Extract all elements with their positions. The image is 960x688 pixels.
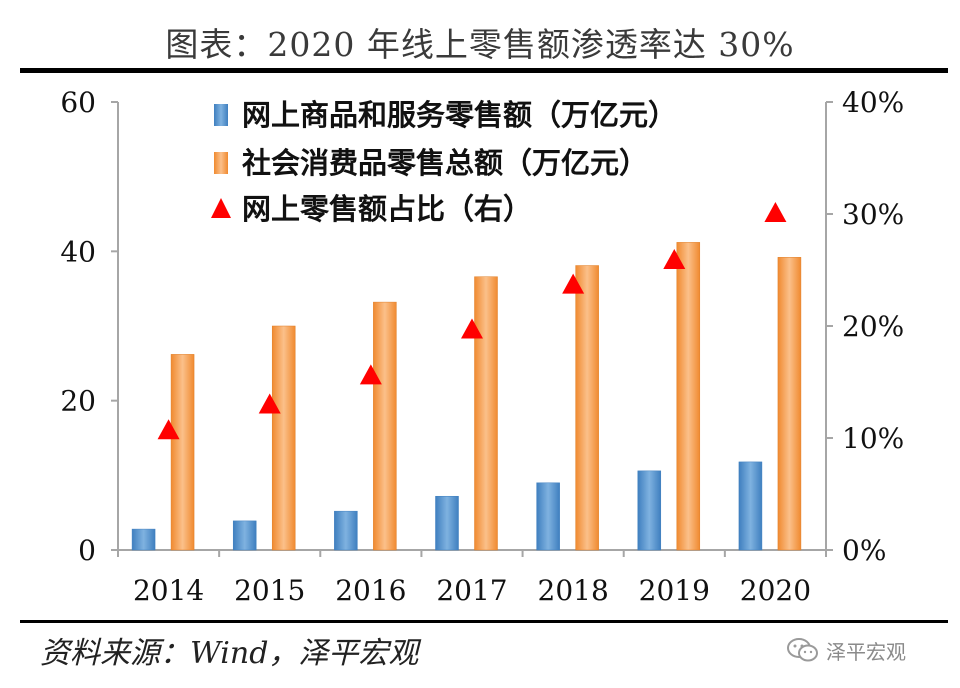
bar-online-sales xyxy=(536,482,560,551)
marker-online-share xyxy=(461,318,483,339)
bar-online-sales xyxy=(738,461,763,551)
y-left-tick-label: 0 xyxy=(78,534,96,567)
y-right-tick-label: 20% xyxy=(842,310,904,343)
bar-online-sales xyxy=(131,528,156,551)
y-right-tick-label: 40% xyxy=(842,86,904,119)
watermark: 泽平宏观 xyxy=(786,632,906,668)
y-right-tick-label: 0% xyxy=(842,534,886,567)
marker-online-share xyxy=(764,202,787,222)
bar-online-sales xyxy=(334,510,358,551)
x-tick-label: 2017 xyxy=(436,574,507,607)
bar-total-retail xyxy=(777,257,802,551)
bar-total-retail xyxy=(676,242,701,551)
bar-total-retail xyxy=(170,354,195,551)
bar-total-retail xyxy=(373,301,397,551)
x-tick-label: 2015 xyxy=(234,574,305,607)
marker-online-share xyxy=(663,249,686,270)
source-note: 资料来源：Wind，泽平宏观 xyxy=(40,636,419,671)
y-left-tick-label: 40 xyxy=(60,235,96,268)
bar-online-sales xyxy=(435,495,459,551)
x-tick-label: 2020 xyxy=(740,574,811,607)
y-right-tick-label: 10% xyxy=(842,422,904,455)
bar-total-retail xyxy=(575,265,599,551)
legend-label: 网上零售额占比（右） xyxy=(242,192,532,226)
y-left-tick-label: 60 xyxy=(60,86,96,119)
marker-online-share xyxy=(562,273,585,294)
top-rule xyxy=(20,68,948,73)
chart-title: 图表：2020 年线上零售额渗透率达 30% xyxy=(165,25,795,64)
bar-online-sales xyxy=(232,520,257,551)
x-tick-label: 2019 xyxy=(639,574,710,607)
legend-swatch-total xyxy=(214,152,228,174)
watermark-text: 泽平宏观 xyxy=(826,639,906,664)
bar-total-retail xyxy=(271,325,296,551)
legend-swatch-ratio xyxy=(211,198,231,218)
bottom-rule xyxy=(20,620,948,623)
bar-online-sales xyxy=(637,470,662,551)
x-tick-label: 2016 xyxy=(335,574,406,607)
y-right-tick-label: 30% xyxy=(842,198,904,231)
y-left-tick-label: 20 xyxy=(60,385,96,418)
wechat-icon xyxy=(787,638,818,662)
x-tick-label: 2018 xyxy=(538,574,609,607)
x-tick-label: 2014 xyxy=(133,574,204,607)
marker-online-share xyxy=(157,419,180,440)
legend-swatch-online xyxy=(214,104,228,126)
legend-label: 社会消费品零售总额（万亿元） xyxy=(242,146,648,180)
marker-online-share xyxy=(359,364,382,385)
legend-label: 网上商品和服务零售额（万亿元） xyxy=(242,98,677,132)
marker-online-share xyxy=(258,393,281,414)
bar-total-retail xyxy=(474,276,498,551)
